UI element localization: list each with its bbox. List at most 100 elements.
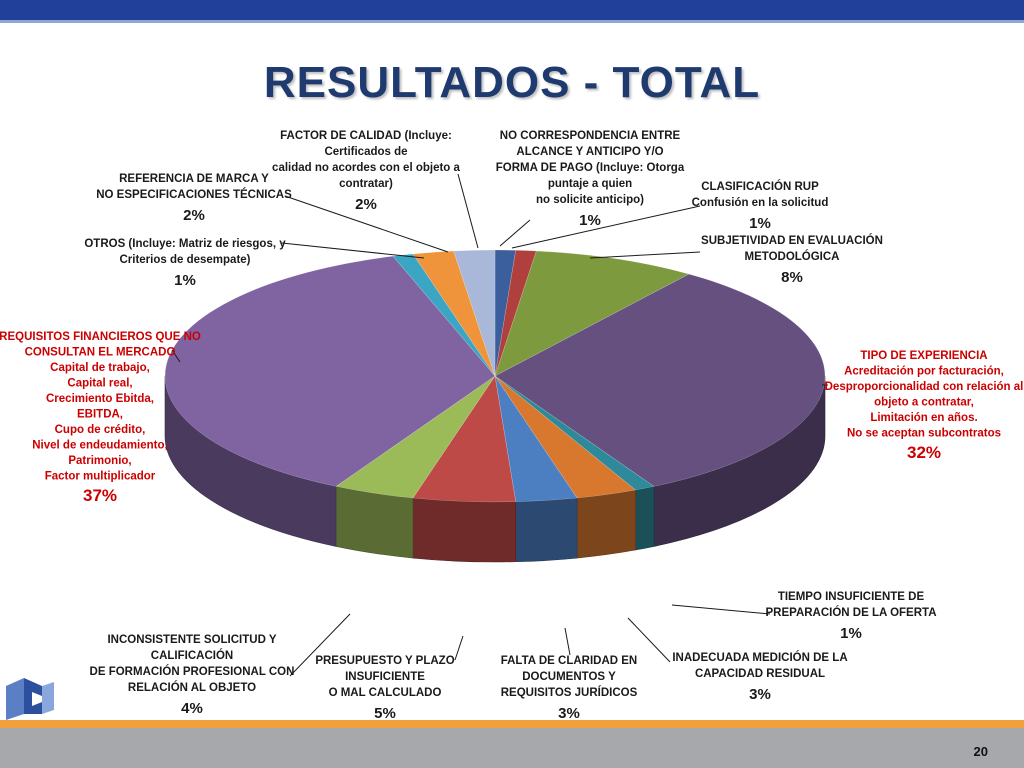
slice-percent-label: 32%	[907, 443, 941, 462]
pie-slice-subjetividad	[494, 250, 690, 377]
slice-label-line: NO CORRESPONDENCIA ENTRE	[500, 130, 681, 142]
pie-slice-falta-claridad	[494, 375, 578, 503]
slice-label-line: DE FORMACIÓN PROFESIONAL CON	[90, 665, 295, 678]
slice-label-line: REQUISITOS JURÍDICOS	[501, 686, 638, 699]
slice-label-line: FALTA DE CLARIDAD EN	[501, 655, 638, 667]
slice-label-line: Confusión en la solicitud	[692, 197, 829, 209]
slice-percent-label: 3%	[749, 686, 771, 703]
slice-label-line: DOCUMENTOS Y	[522, 671, 616, 683]
leader-line-no-correspondencia	[499, 219, 531, 247]
slice-label-line: Cupo de crédito,	[55, 424, 146, 436]
slice-label-line: Nivel de endeudamiento,	[32, 440, 167, 452]
pie-slice-no-correspondencia	[494, 249, 517, 377]
leader-line-inadecuada-medicion	[627, 617, 671, 663]
slice-percent-label: 4%	[181, 700, 203, 717]
slice-percent-label: 2%	[183, 207, 205, 224]
slice-label-line: RELACIÓN AL OBJETO	[128, 681, 256, 694]
pie-side-falta-claridad	[515, 497, 578, 563]
slice-percent-label: 8%	[781, 269, 803, 286]
pie-side-inconsistente	[335, 486, 414, 559]
leader-line-referencia-marca	[284, 195, 449, 253]
pie-slice-requisitos-financieros	[164, 255, 496, 487]
page-title: RESULTADOS - TOTAL	[263, 58, 761, 107]
pie-slice-factor-calidad	[453, 249, 496, 377]
slice-label-line: NO ESPECIFICACIONES TÉCNICAS	[96, 188, 292, 201]
slice-label-presupuesto: PRESUPUESTO Y PLAZO INSUFICIENTE O MAL CAL…	[315, 655, 454, 720]
slice-label-line: puntaje a quien	[548, 178, 632, 190]
slice-label-line: no solicite anticipo)	[536, 194, 644, 206]
slice-label-line: calidad no acordes con el objeto a	[272, 162, 460, 174]
pie-slice-clasificacion-rup	[494, 249, 537, 377]
slice-label-line: objeto a contratar,	[874, 397, 974, 409]
slice-label-line: O MAL CALCULADO	[329, 687, 442, 699]
slice-label-no-correspondencia: NO CORRESPONDENCIA ENTRE ALCANCE Y ANTICI…	[496, 130, 685, 229]
pie-slice-inadecuada-medicion	[494, 375, 637, 499]
slice-label-otros: OTROS (Incluye: Matriz de riesgos, y Crit…	[84, 238, 286, 289]
slice-label-referencia-marca: REFERENCIA DE MARCA Y NO ESPECIFICACIONES…	[96, 173, 292, 224]
pie-side-walls	[164, 375, 826, 563]
slice-label-line: CAPACIDAD RESIDUAL	[695, 668, 825, 680]
pie-side-tiempo-insuficiente	[635, 486, 655, 551]
pie-slices	[164, 249, 826, 503]
slice-label-line: contratar)	[339, 178, 393, 190]
slice-label-clasificacion-rup: CLASIFICACIÓN RUP Confusión en la solicit…	[692, 180, 829, 232]
slice-label-line: ALCANCE Y ANTICIPO Y/O	[516, 146, 663, 158]
slice-label-line: CALIFICACIÓN	[151, 649, 233, 662]
slice-percent-label: 1%	[840, 625, 862, 642]
slice-label-line: REQUISITOS FINANCIEROS QUE NO	[0, 331, 201, 343]
leader-line-inconsistente	[289, 613, 351, 677]
slice-label-line: INCONSISTENTE SOLICITUD Y	[107, 634, 276, 646]
slice-label-subjetividad: SUBJETIVIDAD EN EVALUACIÓN METODOLÓGICA 8%	[701, 234, 883, 286]
slice-label-line: FACTOR DE CALIDAD (Incluye:	[280, 130, 452, 142]
slice-label-line: Patrimonio,	[68, 455, 131, 467]
slice-percent-label: 37%	[83, 486, 117, 505]
pie-chart: NO CORRESPONDENCIA ENTRE ALCANCE Y ANTICI…	[0, 130, 1023, 720]
slice-label-inconsistente: INCONSISTENTE SOLICITUD Y CALIFICACIÓN DE …	[90, 634, 295, 717]
leader-line-requisitos-financieros	[171, 349, 181, 363]
slice-percent-label: 5%	[374, 705, 396, 720]
slice-percent-label: 2%	[355, 196, 377, 213]
company-logo-icon	[6, 678, 54, 720]
slide-number: 20	[973, 744, 988, 759]
slice-label-line: TIEMPO INSUFICIENTE DE	[778, 591, 925, 603]
pie-side-presupuesto	[412, 497, 517, 563]
header-bar	[0, 0, 1024, 20]
leader-line-otros	[281, 242, 425, 259]
slice-label-line: Capital real,	[67, 378, 132, 390]
slice-label-line: SUBJETIVIDAD EN EVALUACIÓN	[701, 234, 883, 247]
slice-labels: NO CORRESPONDENCIA ENTRE ALCANCE Y ANTICI…	[0, 130, 1023, 720]
slice-label-requisitos-financieros: REQUISITOS FINANCIEROS QUE NO CONSULTAN E…	[0, 331, 201, 505]
pie-side-requisitos-financieros	[164, 375, 337, 547]
footer-bar	[0, 728, 1024, 768]
slice-label-line: FORMA DE PAGO (Incluye: Otorga	[496, 162, 685, 174]
slice-label-inadecuada-medicion: INADECUADA MEDICIÓN DE LA CAPACIDAD RESID…	[672, 651, 847, 703]
slice-label-line: CONSULTAN EL MERCADO	[25, 347, 176, 359]
leader-line-presupuesto	[454, 635, 464, 661]
slice-label-line: Crecimiento Ebitda,	[46, 393, 154, 405]
pie-slice-presupuesto	[412, 375, 517, 503]
slice-label-line: Limitación en años.	[870, 412, 977, 424]
slice-label-line: EBITDA,	[77, 409, 123, 421]
slice-percent-label: 1%	[579, 212, 601, 229]
slice-percent-label: 1%	[174, 272, 196, 289]
slice-label-line: METODOLÓGICA	[745, 250, 840, 263]
slice-label-tiempo-insuficiente: TIEMPO INSUFICIENTE DE PREPARACIÓN DE LA …	[765, 591, 936, 642]
pie-slice-otros	[392, 253, 496, 377]
slice-label-line: TIPO DE EXPERIENCIA	[860, 350, 987, 362]
leader-line-falta-claridad	[564, 627, 571, 656]
pie-slice-tipo-experiencia	[494, 273, 826, 487]
leader-line-tiempo-insuficiente	[671, 604, 771, 615]
pie-slice-referencia-marca	[412, 250, 496, 377]
leader-line-clasificacion-rup	[511, 205, 701, 249]
pie-slice-tiempo-insuficiente	[494, 375, 655, 491]
slice-label-falta-claridad: FALTA DE CLARIDAD EN DOCUMENTOS Y REQUISIT…	[501, 655, 638, 720]
slice-label-line: INADECUADA MEDICIÓN DE LA	[672, 651, 847, 664]
header-divider	[0, 20, 1024, 23]
slice-label-line: Factor multiplicador	[45, 471, 156, 483]
slice-percent-label: 3%	[558, 705, 580, 720]
pie-side-inadecuada-medicion	[576, 489, 636, 559]
slice-label-line: OTROS (Incluye: Matriz de riesgos, y	[84, 238, 286, 250]
slice-label-line: Criterios de desempate)	[119, 254, 250, 266]
slice-percent-label: 1%	[749, 215, 771, 232]
slice-label-tipo-experiencia: TIPO DE EXPERIENCIA Acreditación por fact…	[825, 350, 1024, 462]
